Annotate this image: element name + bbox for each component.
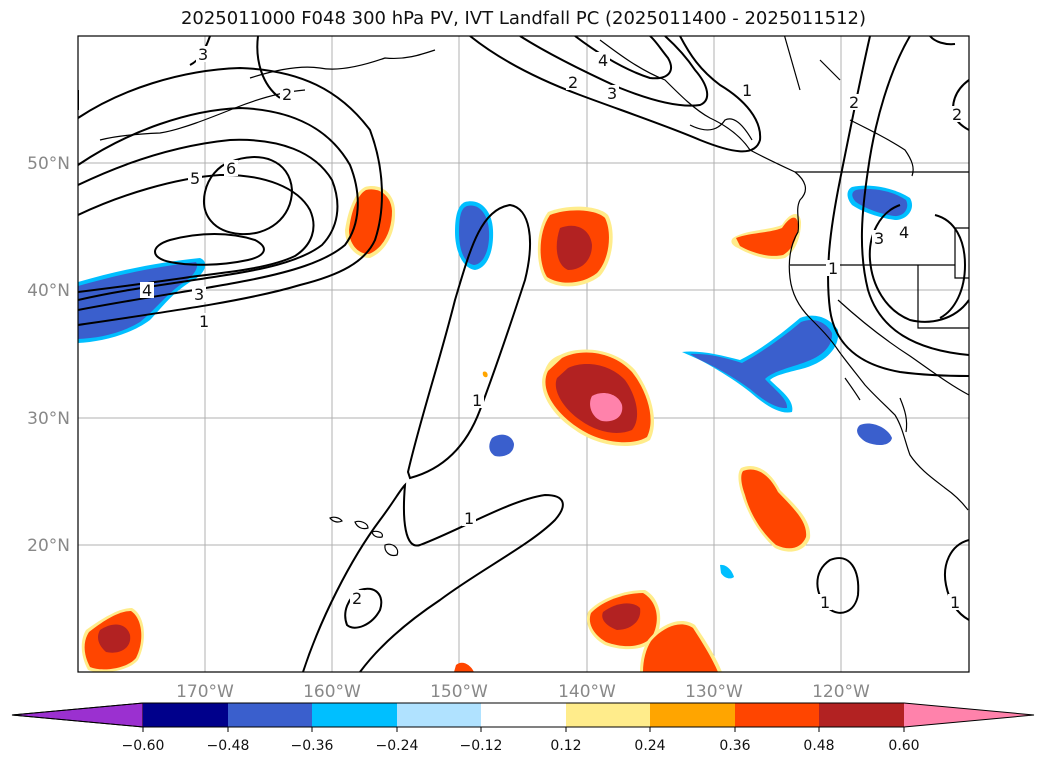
contour-label: 2 [352,589,362,608]
colorbar-extend-high [904,703,1034,727]
colorbar-segment [566,703,650,727]
colorbar-tick: −0.60 [122,738,165,754]
contour-label: 1 [464,509,474,528]
lat-label: 50°N [27,154,70,174]
contour-label: 3 [874,229,884,248]
colorbar-segment [819,703,904,727]
colorbar-segment [650,703,735,727]
contour-label: 1 [742,81,752,100]
contour-label: 2 [849,93,859,112]
contour-label: 4 [899,223,909,242]
lon-label: 130°W [685,682,743,702]
contour-label: 2 [282,85,292,104]
colorbar-segment [397,703,481,727]
colorbar-tick: 0.36 [719,738,750,754]
colorbar-tick: −0.36 [291,738,334,754]
contour-label: 5 [190,169,200,188]
coastlines [99,36,969,511]
map-title: 2025011000 F048 300 hPa PV, IVT Landfall… [180,8,867,29]
colorbar-segment [735,703,819,727]
lon-label: 170°W [176,682,234,702]
contour-label: 4 [598,51,608,70]
contour-label: 1 [472,391,482,410]
lon-label: 150°W [430,682,488,702]
contour-label: 1 [950,593,960,612]
colorbar-segment [228,703,312,727]
contour-label: 1 [820,593,830,612]
colorbar: −0.60 −0.48 −0.36 −0.24 −0.12 0.12 0.24 … [11,702,1035,754]
colorbar-segment [481,703,566,727]
pv-contours [78,36,969,672]
contour-label: 2 [568,73,578,92]
lat-label: 30°N [27,409,70,429]
colorbar-tick: 0.12 [550,738,581,754]
colorbar-segment [312,703,397,727]
lon-label: 140°W [558,682,616,702]
contour-label: 3 [607,84,617,103]
contour-label: 4 [142,281,152,300]
contour-label: 1 [828,259,838,278]
contour-label: 3 [194,285,204,304]
colorbar-extend-low [11,702,144,728]
longitude-labels: 170°W 160°W 150°W 140°W 130°W 120°W [176,682,870,702]
lon-label: 120°W [812,682,870,702]
plot-frame [77,35,970,673]
colorbar-tick: 0.60 [888,738,919,754]
colorbar-segment [143,703,228,727]
contour-labels: 3 2 5 6 4 3 1 2 4 3 1 2 3 4 1 1 1 2 1 1 … [142,45,962,612]
colorbar-tick: −0.48 [207,738,250,754]
lon-label: 160°W [303,682,361,702]
latitude-labels: 50°N 40°N 30°N 20°N [27,154,70,556]
contour-label: 6 [226,159,236,178]
contour-label-layer [140,46,964,610]
colorbar-tick: −0.24 [376,738,419,754]
lat-label: 40°N [27,281,70,301]
contour-label: 1 [199,312,209,331]
colorbar-tick: 0.48 [803,738,834,754]
contour-label: 2 [952,105,962,124]
colorbar-tick: 0.24 [634,738,665,754]
hawaii-islands [329,516,399,557]
lat-label: 20°N [27,536,70,556]
plot-area [78,36,969,672]
colorbar-tick: −0.12 [460,738,503,754]
contour-label: 3 [198,45,208,64]
